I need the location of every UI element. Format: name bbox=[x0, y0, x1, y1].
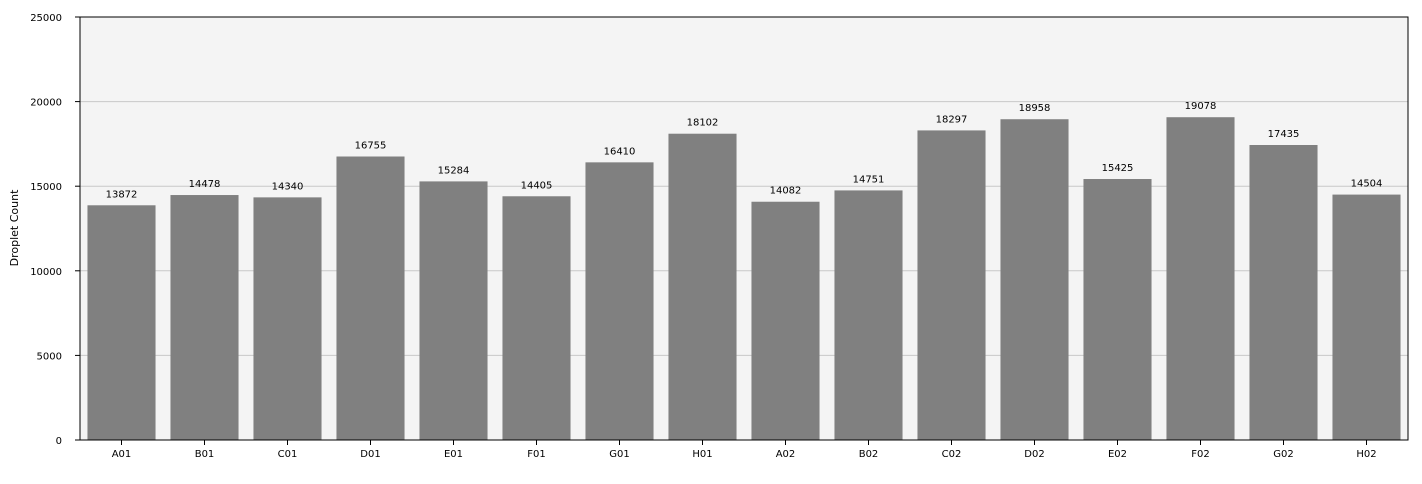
x-tick-label-g01: G01 bbox=[609, 449, 629, 460]
data-label-c01: 14340 bbox=[272, 181, 304, 192]
bar-g02 bbox=[1249, 144, 1318, 440]
data-label-d01: 16755 bbox=[355, 141, 387, 152]
bar-h01 bbox=[668, 133, 737, 440]
y-tick-label: 5000 bbox=[37, 351, 62, 362]
data-label-a02: 14082 bbox=[770, 186, 802, 197]
x-tick-label-a02: A02 bbox=[776, 449, 796, 460]
x-tick-label-c01: C01 bbox=[278, 449, 298, 460]
y-axis-tick-labels: 0 5000 10000 15000 20000 25000 bbox=[30, 13, 80, 447]
plot-area-frame bbox=[79, 16, 1409, 441]
bar-e01 bbox=[419, 181, 488, 440]
data-label-h01: 18102 bbox=[687, 118, 719, 129]
bar-c02 bbox=[917, 130, 986, 440]
data-labels: 13872 14478 14340 16755 15284 14405 16410 18102… bbox=[106, 101, 1383, 200]
x-tick-label-h01: H01 bbox=[692, 449, 712, 460]
y-tick-label: 10000 bbox=[30, 267, 62, 278]
x-tick-label-h02: H02 bbox=[1356, 449, 1376, 460]
y-axis-title: Droplet Count bbox=[8, 189, 21, 266]
bar-c01 bbox=[253, 197, 322, 440]
bar-e02 bbox=[1083, 179, 1152, 440]
y-tick-label: 15000 bbox=[30, 182, 62, 193]
y-tick-label: 25000 bbox=[30, 13, 62, 24]
x-tick-label-a01: A01 bbox=[112, 449, 132, 460]
bars bbox=[87, 117, 1401, 440]
x-tick-label-g02: G02 bbox=[1273, 449, 1293, 460]
data-label-f01: 14405 bbox=[521, 180, 553, 191]
bar-d02 bbox=[1000, 119, 1069, 440]
x-axis-tick-labels: A01 B01 C01 D01 E01 F01 G01 H01 A02 B02 C02 D02 E02 F… bbox=[112, 440, 1377, 460]
bar-b02 bbox=[834, 190, 903, 440]
x-tick-label-d01: D01 bbox=[360, 449, 380, 460]
x-tick-label-e02: E02 bbox=[1108, 449, 1127, 460]
x-tick-label-d02: D02 bbox=[1024, 449, 1044, 460]
data-label-e02: 15425 bbox=[1102, 163, 1134, 174]
y-tick-label: 0 bbox=[56, 436, 62, 447]
data-label-a01: 13872 bbox=[106, 189, 138, 200]
bar-f02 bbox=[1166, 117, 1235, 440]
data-label-c02: 18297 bbox=[936, 114, 968, 125]
data-label-g01: 16410 bbox=[604, 146, 636, 157]
data-label-h02: 14504 bbox=[1351, 179, 1383, 190]
bar-h02 bbox=[1332, 194, 1401, 440]
bar-f01 bbox=[502, 196, 571, 440]
x-tick-label-f01: F01 bbox=[527, 449, 545, 460]
bar-a01 bbox=[87, 205, 156, 440]
bar-b01 bbox=[170, 195, 239, 440]
x-tick-label-e01: E01 bbox=[444, 449, 463, 460]
data-label-b02: 14751 bbox=[853, 174, 885, 185]
data-label-f02: 19078 bbox=[1185, 101, 1217, 112]
bar-a02 bbox=[751, 201, 820, 440]
bar-d01 bbox=[336, 156, 405, 440]
x-tick-label-b02: B02 bbox=[859, 449, 879, 460]
x-tick-label-c02: C02 bbox=[942, 449, 962, 460]
x-tick-label-b01: B01 bbox=[195, 449, 215, 460]
y-tick-label: 20000 bbox=[30, 98, 62, 109]
data-label-b01: 14478 bbox=[189, 179, 221, 190]
data-label-g02: 17435 bbox=[1268, 129, 1300, 140]
x-tick-label-f02: F02 bbox=[1191, 449, 1209, 460]
bar-g01 bbox=[585, 162, 654, 440]
data-label-d02: 18958 bbox=[1019, 103, 1051, 114]
data-label-e01: 15284 bbox=[438, 165, 470, 176]
